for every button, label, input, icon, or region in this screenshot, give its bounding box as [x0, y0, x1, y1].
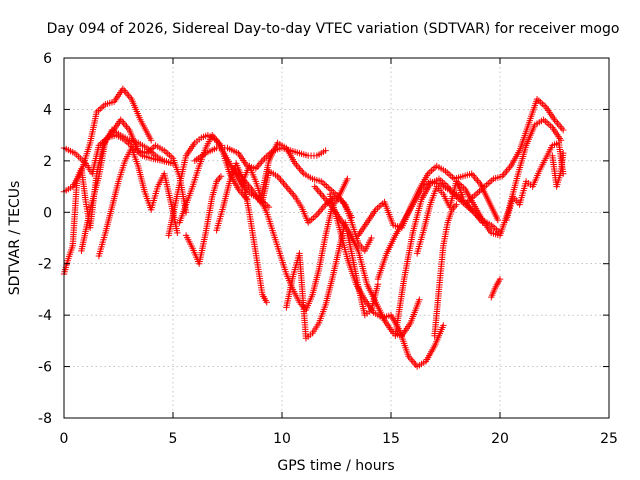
- x-tick-label: 0: [60, 431, 69, 447]
- y-tick-label: -2: [38, 257, 52, 273]
- series-track-4: [78, 116, 190, 255]
- plus-markers: [431, 201, 460, 339]
- grid-lines: [64, 58, 609, 418]
- chart-title: Day 094 of 2026, Sidereal Day-to-day VTE…: [47, 21, 620, 37]
- y-tick-label: -4: [38, 308, 52, 324]
- series-track-3: [60, 126, 177, 278]
- series-track-20: [413, 178, 467, 257]
- plus-markers: [392, 175, 504, 339]
- series-track-25: [503, 139, 567, 224]
- plus-markers: [549, 149, 567, 190]
- data-points: [60, 85, 567, 370]
- y-tick-label: 2: [43, 154, 52, 170]
- plus-markers: [95, 144, 181, 260]
- series-track-14: [283, 219, 382, 342]
- plus-markers: [283, 219, 382, 342]
- y-tick-label: -8: [38, 411, 52, 427]
- plot-frame: [63, 57, 610, 419]
- plus-markers: [326, 191, 447, 370]
- series-track-8: [182, 173, 225, 267]
- series-track-23: [464, 95, 567, 206]
- series-track-7: [176, 131, 251, 226]
- series-track-9: [191, 144, 329, 172]
- x-axis-label: GPS time / hours: [277, 458, 394, 474]
- axis-ticks: [63, 57, 610, 419]
- series-track-21: [431, 201, 460, 339]
- series-track-13: [257, 193, 375, 314]
- series-track-19: [392, 175, 504, 339]
- x-tick-label: 10: [273, 431, 291, 447]
- plus-markers: [176, 131, 251, 226]
- plus-markers: [503, 139, 567, 224]
- x-tick-label: 15: [382, 431, 400, 447]
- plus-markers: [60, 126, 177, 278]
- plus-markers: [464, 95, 567, 206]
- y-tick-label: -6: [38, 360, 52, 376]
- x-tick-label: 25: [600, 431, 618, 447]
- series-track-24: [488, 275, 504, 301]
- series-track-5: [95, 144, 181, 260]
- series-track-17: [355, 162, 502, 239]
- x-tick-label: 5: [169, 431, 178, 447]
- y-tick-labels: -8 -6 -4 -2 0 2 4 6: [38, 51, 52, 427]
- y-tick-label: 6: [43, 51, 52, 67]
- x-tick-labels: 0 5 10 15 20 25: [60, 431, 618, 447]
- series-track-26: [549, 149, 567, 190]
- series-track-10: [213, 160, 270, 306]
- plus-markers: [257, 193, 375, 314]
- plus-markers: [78, 116, 190, 255]
- y-tick-label: 0: [43, 205, 52, 221]
- plus-markers: [413, 178, 467, 257]
- plus-markers: [213, 160, 270, 306]
- plus-markers: [488, 275, 504, 301]
- plus-markers: [355, 162, 502, 239]
- plus-markers: [191, 144, 329, 172]
- y-axis-label: SDTVAR / TECUs: [7, 181, 23, 296]
- y-tick-label: 4: [43, 102, 52, 118]
- plus-markers: [182, 173, 225, 267]
- x-tick-label: 20: [491, 431, 509, 447]
- series-track-16: [326, 191, 447, 370]
